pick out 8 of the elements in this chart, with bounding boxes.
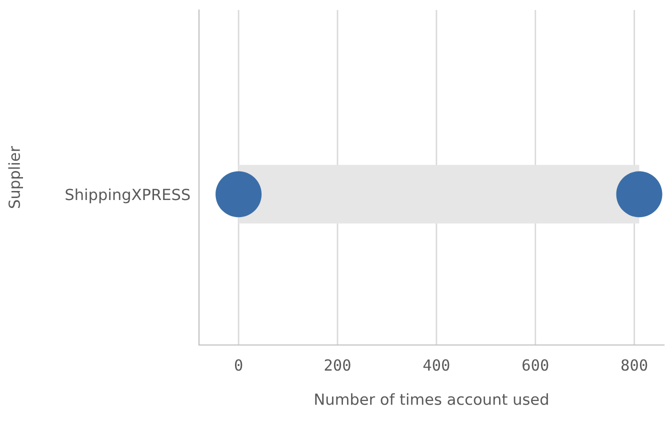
y-axis-title: Supplier: [8, 146, 24, 208]
x-tick-label: 0: [234, 359, 242, 371]
x-axis-title: Number of times account used: [315, 393, 548, 406]
x-tick-label: 800: [622, 359, 648, 371]
x-tick-label: 400: [423, 359, 450, 371]
y-tick-label: ShippingXPRESS: [66, 188, 190, 204]
x-tick-label: 200: [324, 359, 350, 371]
x-tick-label: 600: [522, 359, 548, 371]
